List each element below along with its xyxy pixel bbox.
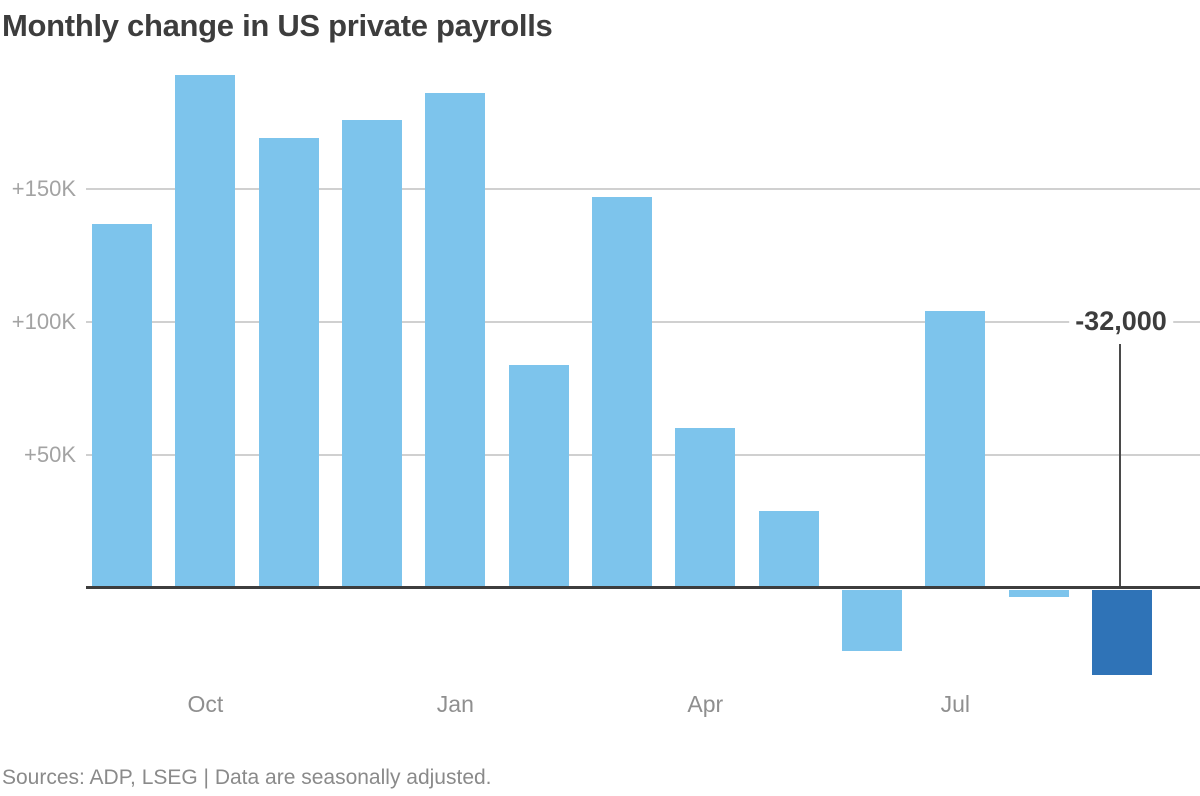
bar-feb-5	[508, 364, 569, 588]
x-axis-line	[86, 586, 1200, 589]
bar-jun-9	[841, 589, 902, 651]
chart-title: Monthly change in US private payrolls	[2, 8, 553, 43]
x-axis-label-jul: Jul	[940, 691, 971, 717]
bar-mar-6	[591, 196, 652, 588]
bar-oct-1	[175, 74, 236, 588]
y-axis-label: +150K	[11, 176, 76, 201]
bar-apr-7	[675, 428, 736, 588]
bar-sep-0	[92, 223, 152, 588]
annotation-pointer-line	[1118, 344, 1121, 586]
x-axis-label-jan: Jan	[436, 691, 474, 717]
x-axis-label-oct: Oct	[187, 691, 224, 717]
y-axis-label: +100K	[11, 309, 76, 334]
y-axis-label: +50K	[24, 442, 76, 467]
bar-nov-2	[258, 138, 319, 588]
bar-jul-10	[925, 311, 986, 588]
bar-may-8	[758, 510, 819, 588]
bar-sep-12	[1091, 589, 1152, 675]
bar-dec-3	[341, 119, 402, 588]
annotation-value-label: -32,000	[1069, 306, 1173, 336]
gridline-+150K	[86, 188, 1200, 190]
bar-aug-11	[1008, 589, 1069, 598]
x-axis-label-apr: Apr	[687, 691, 724, 717]
source-note: Sources: ADP, LSEG | Data are seasonally…	[2, 766, 492, 789]
bar-jan-4	[425, 93, 486, 588]
